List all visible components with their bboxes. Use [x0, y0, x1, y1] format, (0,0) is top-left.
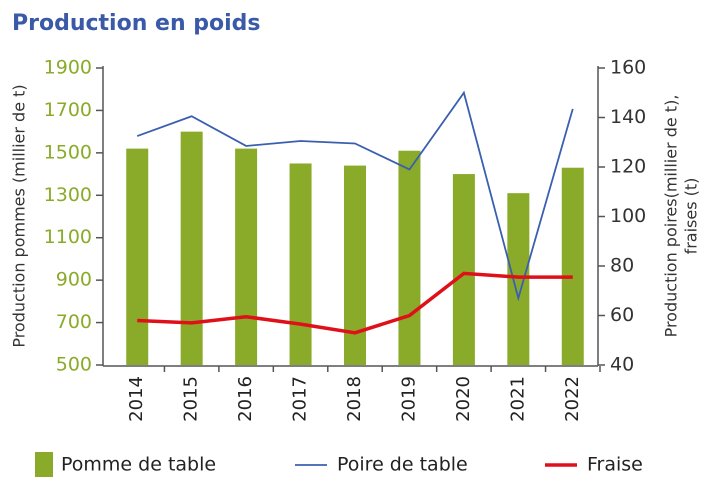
x-tick-label: 2021: [507, 376, 528, 422]
x-tick-label: 2020: [453, 376, 474, 422]
x-tick-label: 2019: [398, 376, 419, 422]
legend-label: Fraise: [587, 454, 643, 476]
legend-label: Pomme de table: [61, 454, 216, 476]
bar: [126, 148, 149, 365]
x-tick-label: 2015: [181, 376, 202, 422]
bar: [507, 193, 530, 365]
x-tick-label: 2018: [344, 376, 365, 422]
y2-tick-label: 80: [610, 255, 634, 277]
y-tick-label: 700: [56, 311, 92, 333]
y2-tick-label: 120: [610, 156, 646, 178]
y2-tick-label: 40: [610, 354, 634, 376]
y2-axis-label: Production poires(millier de t),: [662, 95, 681, 338]
x-tick-label: 2016: [235, 376, 256, 422]
y-tick-label: 1700: [44, 99, 92, 121]
line: [137, 271, 573, 335]
bar: [289, 163, 312, 365]
bar: [344, 165, 366, 365]
y-axis-label: Production pommes (millier de t): [10, 84, 29, 347]
bar: [561, 167, 584, 365]
bar: [235, 148, 258, 365]
legend-swatch: [35, 452, 53, 477]
chart-title: Production en poids: [12, 11, 261, 36]
bar: [452, 174, 475, 365]
y2-tick-label: 160: [610, 57, 646, 79]
bar: [180, 131, 203, 365]
y2-tick-label: 100: [610, 205, 646, 227]
y-tick-label: 1100: [44, 226, 92, 248]
x-tick-label: 2014: [126, 376, 147, 422]
y-tick-label: 1500: [44, 141, 92, 163]
y-tick-label: 1300: [44, 184, 92, 206]
y-tick-label: 500: [56, 354, 92, 376]
y-tick-label: 900: [56, 269, 92, 291]
y-tick-label: 1900: [44, 57, 92, 79]
bar: [398, 150, 421, 365]
y2-tick-label: 140: [610, 106, 646, 128]
legend-label: Poire de table: [337, 454, 468, 476]
x-tick-label: 2022: [562, 376, 583, 422]
line: [136, 90, 574, 302]
x-tick-label: 2017: [290, 376, 311, 422]
y2-axis-label: fraises (t): [682, 178, 701, 255]
y2-tick-label: 60: [610, 304, 634, 326]
